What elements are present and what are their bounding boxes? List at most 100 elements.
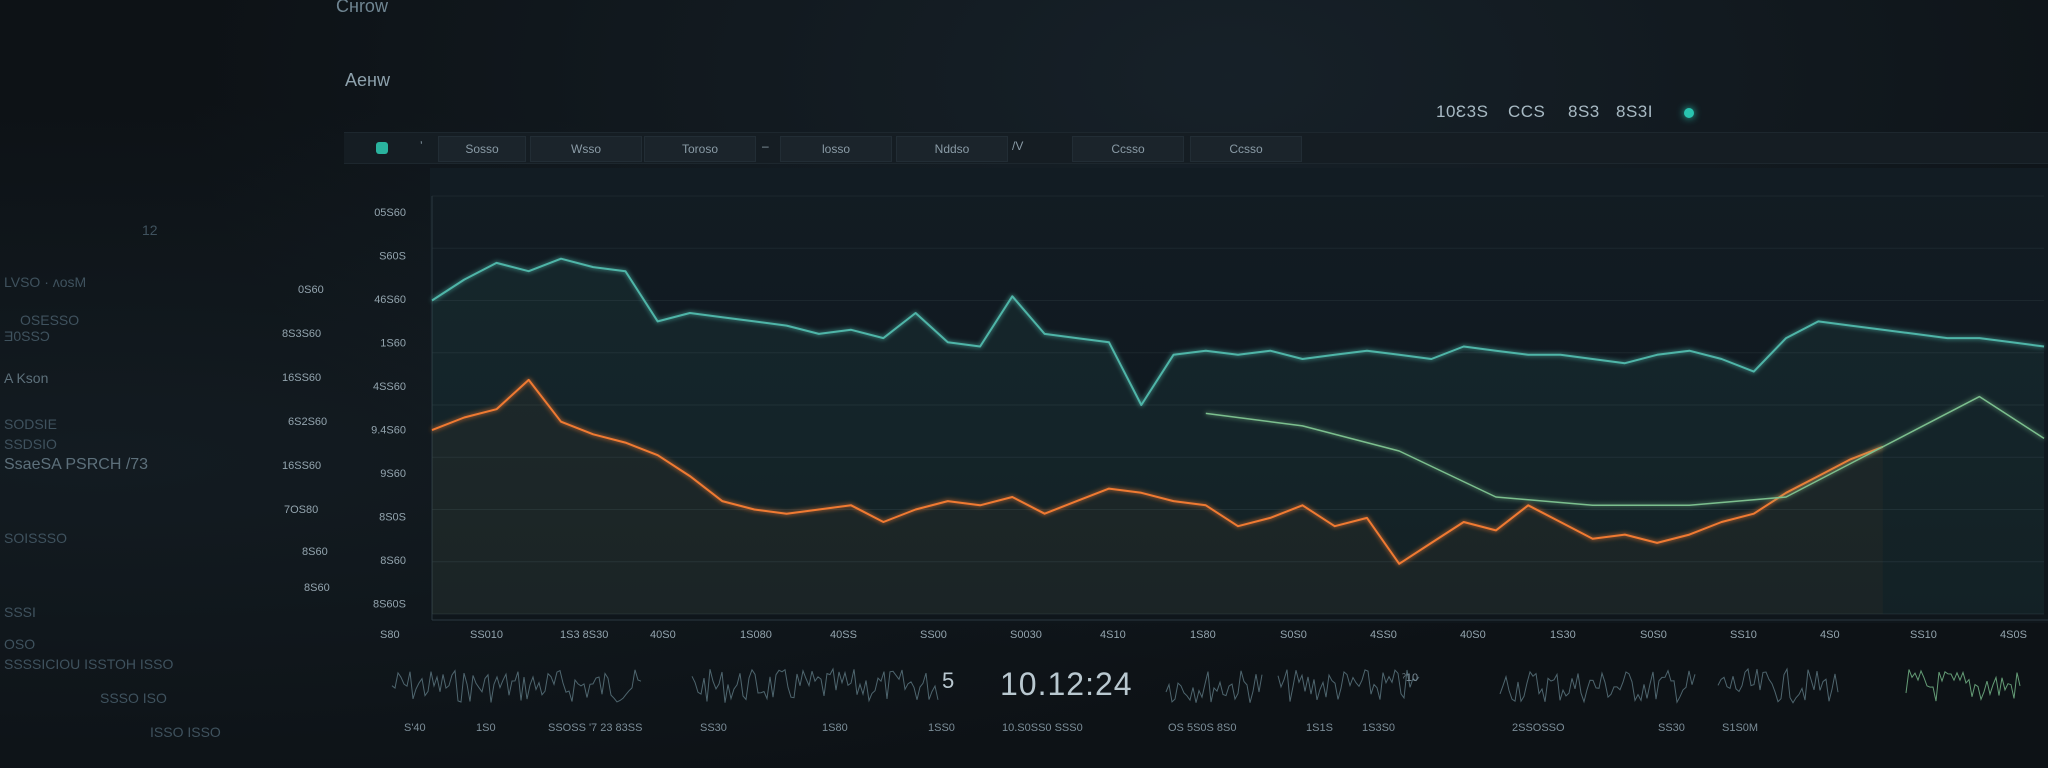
inner-y-axis-label: 4SS60 xyxy=(373,381,406,393)
timestamp-readout: 10.12:24 xyxy=(1000,666,1133,702)
left-panel-text: ISSO ISSO xyxy=(150,724,221,740)
bottom-label: 1SS0 xyxy=(928,722,955,734)
x-axis-tick-label: 1S3 8S30 xyxy=(560,629,608,641)
bottom-label: SSOSS '7 23 83SS xyxy=(548,722,643,734)
inner-y-axis-label: 8S60 xyxy=(380,555,406,567)
left-panel-text: SSSO ISO xyxy=(100,690,167,706)
x-axis-tick-label: 4S10 xyxy=(1100,629,1126,641)
left-panel-text: SOISSSO xyxy=(4,530,68,546)
bottom-label: 1S1S xyxy=(1306,722,1333,734)
left-panel-text: SODSIE xyxy=(4,416,57,432)
bottom-label: 10.S0SS0 SSS0 xyxy=(1002,722,1083,734)
series-line-0 xyxy=(431,257,2045,406)
x-axis-tick-label: SS10 xyxy=(1730,629,1757,641)
inner-y-axis-label: 9S60 xyxy=(380,468,406,480)
bottom-label: 1S0 xyxy=(476,722,496,734)
x-axis-tick-label: S0S0 xyxy=(1280,629,1307,641)
left-panel-text: OSO xyxy=(4,636,36,652)
toolbar-mini-label[interactable]: ʼ xyxy=(420,139,423,153)
y-axis-label: 8S60 xyxy=(304,582,330,594)
x-axis-tick-label: SS010 xyxy=(470,629,503,641)
left-panel-text: A Kson xyxy=(4,370,49,386)
inner-y-axis-label: 1S60 xyxy=(380,338,406,350)
toolbar-button[interactable]: Toroso xyxy=(644,136,756,162)
x-axis-tick-label: 40SS xyxy=(830,629,857,641)
x-axis-tick-label: 40S0 xyxy=(650,629,676,641)
app-title: Cнrow xyxy=(336,0,388,16)
bottom-label: SS30 xyxy=(700,722,727,734)
y-axis-label: 8S3S60 xyxy=(282,328,322,340)
y-axis-label: 16SS60 xyxy=(282,460,322,472)
left-panel-text: 12 xyxy=(142,222,158,238)
series-line-1 xyxy=(431,378,1884,565)
stat-readout: 10Ɛ3S xyxy=(1436,102,1489,121)
inner-y-axis-label: 46S60 xyxy=(374,294,406,306)
inner-y-axis-label: 8S60S xyxy=(373,599,406,611)
bottom-label: 1S80 xyxy=(822,722,848,734)
y-axis-label: 8S60 xyxy=(302,546,328,558)
toolbar-separator: – xyxy=(762,139,769,153)
bottom-label: OS 5S0S 8S0 xyxy=(1168,722,1237,734)
y-axis-label: 7OS80 xyxy=(284,504,319,516)
bottom-label: S1S0M xyxy=(1722,722,1759,734)
x-axis-tick-label: 1S30 xyxy=(1550,629,1576,641)
x-axis-tick-label: SS00 xyxy=(920,629,947,641)
toolbar-button[interactable]: losso xyxy=(780,136,892,162)
series-area-0 xyxy=(432,258,2044,614)
mini-value: ˀ10 xyxy=(1402,672,1419,684)
mini-sparkline xyxy=(1717,667,1839,704)
stat-readout: CCS xyxy=(1508,102,1546,121)
series-line-2 xyxy=(1205,395,2045,507)
y-axis-label: 16SS60 xyxy=(282,372,322,384)
toolbar-button[interactable]: Ccsso xyxy=(1072,136,1184,162)
stat-readout: 8S3 xyxy=(1568,102,1600,121)
left-panel-text: Ǝ0SSƆ xyxy=(4,328,50,344)
toolbar-button[interactable]: Wsso xyxy=(530,136,642,162)
bottom-label: 2SSOSSO xyxy=(1512,722,1565,734)
mini-sparkline xyxy=(691,667,939,703)
status-indicator-icon xyxy=(1684,108,1694,118)
x-axis-tick-label: 4S0 xyxy=(1820,629,1840,641)
mini-sparkline xyxy=(1905,669,2021,702)
bottom-label: SS30 xyxy=(1658,722,1685,734)
toolbar-button[interactable]: Sosso xyxy=(438,136,526,162)
toolbar-button[interactable]: Ccsso xyxy=(1190,136,1302,162)
counter-digit: 5 xyxy=(942,668,955,693)
x-axis-tick-label: SS10 xyxy=(1910,629,1937,641)
x-axis-tick-label: 1S080 xyxy=(740,629,772,641)
toolbar: ʼ Sosso Wsso Toroso – losso Nddso /V Ccs… xyxy=(344,132,2048,164)
left-panel-text: SsaeSA PSRCH /73 xyxy=(4,456,149,473)
toolbar-button[interactable]: Nddso xyxy=(896,136,1008,162)
mini-sparkline xyxy=(391,669,642,703)
y-axis-label: 0S60 xyxy=(298,284,324,296)
section-subtitle: Aeнw xyxy=(345,70,390,90)
chart-plot-area[interactable] xyxy=(430,168,2048,623)
left-panel-text: SSSSICIOU ISSTOH ISSO xyxy=(4,656,174,672)
left-panel-text: SSSI xyxy=(4,604,36,620)
left-panel-text: LVSO · ʌoѕM xyxy=(4,274,87,290)
mini-sparkline xyxy=(1499,669,1696,704)
x-axis-tick-label: S0030 xyxy=(1010,629,1042,641)
y-axis-label: 6S2S60 xyxy=(288,416,328,428)
bottom-label: 1S3S0 xyxy=(1362,722,1396,734)
x-axis-tick-label: 4SS0 xyxy=(1370,629,1397,641)
x-axis-tick-label: S0S0 xyxy=(1640,629,1667,641)
x-axis-tick-label: S80 xyxy=(380,629,400,641)
mini-sparkline xyxy=(1277,669,1420,702)
inner-y-axis-label: 05S60 xyxy=(374,207,406,219)
inner-y-axis-label: 8S0S xyxy=(379,512,406,524)
left-panel-text: OSESSO xyxy=(20,312,80,328)
app-logo-icon[interactable] xyxy=(376,142,388,154)
stat-readout: 8S3I xyxy=(1616,102,1653,121)
inner-y-axis-label: S60S xyxy=(379,251,406,263)
inner-y-axis-label: 9.4S60 xyxy=(371,425,406,437)
x-axis-tick-label: 4S0S xyxy=(2000,629,2027,641)
bottom-label: S'40 xyxy=(404,722,426,734)
x-axis-tick-label: 40S0 xyxy=(1460,629,1486,641)
x-axis-tick-label: 1S80 xyxy=(1190,629,1216,641)
toolbar-mini-label[interactable]: /V xyxy=(1012,139,1024,153)
left-panel-text: SSDSIO xyxy=(4,436,57,452)
mini-sparkline xyxy=(1165,670,1263,703)
